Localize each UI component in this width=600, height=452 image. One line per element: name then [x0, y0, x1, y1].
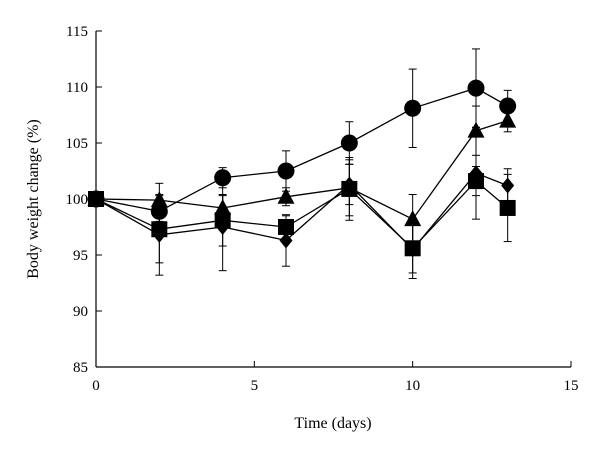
data-point-circle	[467, 79, 485, 97]
data-point-circle	[277, 162, 295, 180]
series-diamond	[89, 126, 515, 280]
x-tick-label: 0	[92, 378, 100, 394]
data-point-diamond	[279, 232, 293, 249]
y-tick-label: 115	[66, 24, 88, 40]
y-tick-label: 95	[73, 248, 88, 264]
data-point-triangle	[277, 187, 295, 204]
y-tick-label: 110	[66, 80, 88, 96]
x-tick-label: 5	[251, 378, 259, 394]
y-tick-label: 105	[66, 136, 89, 152]
series-line	[95, 87, 509, 212]
y-tick-label: 100	[66, 192, 89, 208]
data-point-diamond	[342, 176, 356, 193]
data-point-diamond	[216, 219, 230, 235]
series-line	[95, 172, 508, 251]
series-layer	[87, 48, 517, 280]
series-circle	[87, 48, 517, 222]
data-point-square	[499, 199, 516, 216]
y-tick-label: 90	[73, 304, 88, 320]
data-point-diamond	[89, 191, 103, 207]
series-line	[95, 119, 508, 221]
x-axis-title: Time (days)	[294, 415, 371, 432]
data-point-circle	[340, 134, 358, 152]
y-tick-label: 85	[73, 360, 88, 376]
data-point-circle	[214, 169, 232, 187]
y-axis-title: Body weight change (%)	[25, 119, 42, 279]
ticks: 0 5 10 15 85 90 95 100 105 110 115	[66, 24, 579, 394]
x-tick-label: 10	[405, 378, 420, 394]
data-point-diamond	[469, 165, 483, 182]
series-line	[95, 180, 509, 250]
data-point-triangle	[499, 111, 517, 128]
data-point-diamond	[406, 241, 420, 258]
data-point-diamond	[152, 226, 166, 243]
data-point-circle	[404, 99, 422, 117]
data-point-circle	[499, 97, 517, 115]
data-point-triangle	[404, 210, 422, 227]
data-point-diamond	[501, 177, 515, 194]
x-tick-label: 15	[564, 378, 579, 394]
